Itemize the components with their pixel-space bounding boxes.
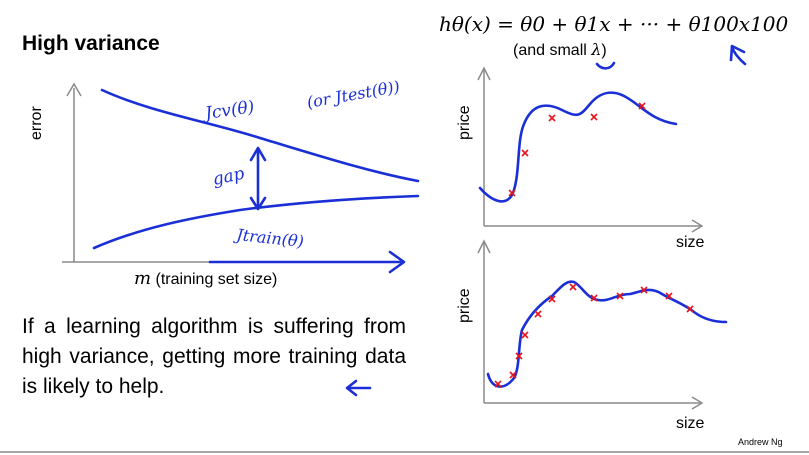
top-size-axis-arrow [691,219,704,233]
hypothesis-formula: hθ(x) = θ0 + θ1x + ··· + θ100x100 [439,12,789,36]
top-training-points [508,102,646,197]
lambda-symbol: λ [591,40,602,59]
jtest-annotation: (or Jtest(θ)) [305,77,401,112]
bottom-point [569,283,577,291]
training-set-size-label: m (training set size) [134,268,277,289]
bottom-point [590,294,598,302]
bottom-point [640,286,648,294]
bottom-point [616,292,624,300]
jcv-curve [100,88,420,183]
lambda-arrow-head [729,44,746,62]
lambda-note-suffix: ) [601,42,607,59]
m-ink-arrow-head [388,250,406,274]
top-price-plot [477,66,704,233]
size-axis-label-top: size [676,234,705,251]
lambda-note-prefix: (and small [513,42,592,59]
author-credit: Andrew Ng [738,437,783,447]
bottom-point [548,295,556,303]
top-fit-curve [478,91,678,203]
error-axis-arrow [66,82,82,97]
lambda-underline [595,61,616,70]
top-point [548,114,556,122]
training-set-size-text: (training set size) [155,271,278,288]
bottom-point [515,352,523,360]
bottom-point [534,310,542,318]
top-point [508,189,516,197]
jtrain-annotation: Jtrain(θ) [233,225,305,251]
top-point [638,102,646,110]
bottom-price-axis-arrow [477,239,491,254]
bottom-point [494,380,502,388]
top-price-axis-arrow [477,66,491,81]
learning-curve-annotations: Jcv(θ) (or Jtest(θ)) gap Jtrain(θ) [201,77,401,251]
m-symbol: m [134,268,152,289]
body-text-arrow-head [345,379,358,397]
jcv-annotation: Jcv(θ) [201,97,256,124]
gap-annotation: gap [211,164,246,190]
learning-curve-ink [92,44,747,397]
bottom-training-points [494,283,694,388]
bottom-point [686,305,694,313]
bottom-size-axis-arrow [691,396,704,410]
lambda-note: (and small λ) [513,40,607,60]
gap-arrow-head-down [249,196,267,211]
gap-arrow-head-up [249,146,267,162]
bottom-point [665,292,673,300]
bottom-point [521,331,529,339]
bottom-price-plot [477,239,728,410]
size-axis-label-bottom: size [676,415,705,432]
slide-title: High variance [22,32,160,55]
top-point [521,149,529,157]
bottom-point [509,371,517,379]
body-text: If a learning algorithm is suffering fro… [22,315,406,398]
top-point [590,113,598,121]
jtrain-curve [92,194,420,250]
